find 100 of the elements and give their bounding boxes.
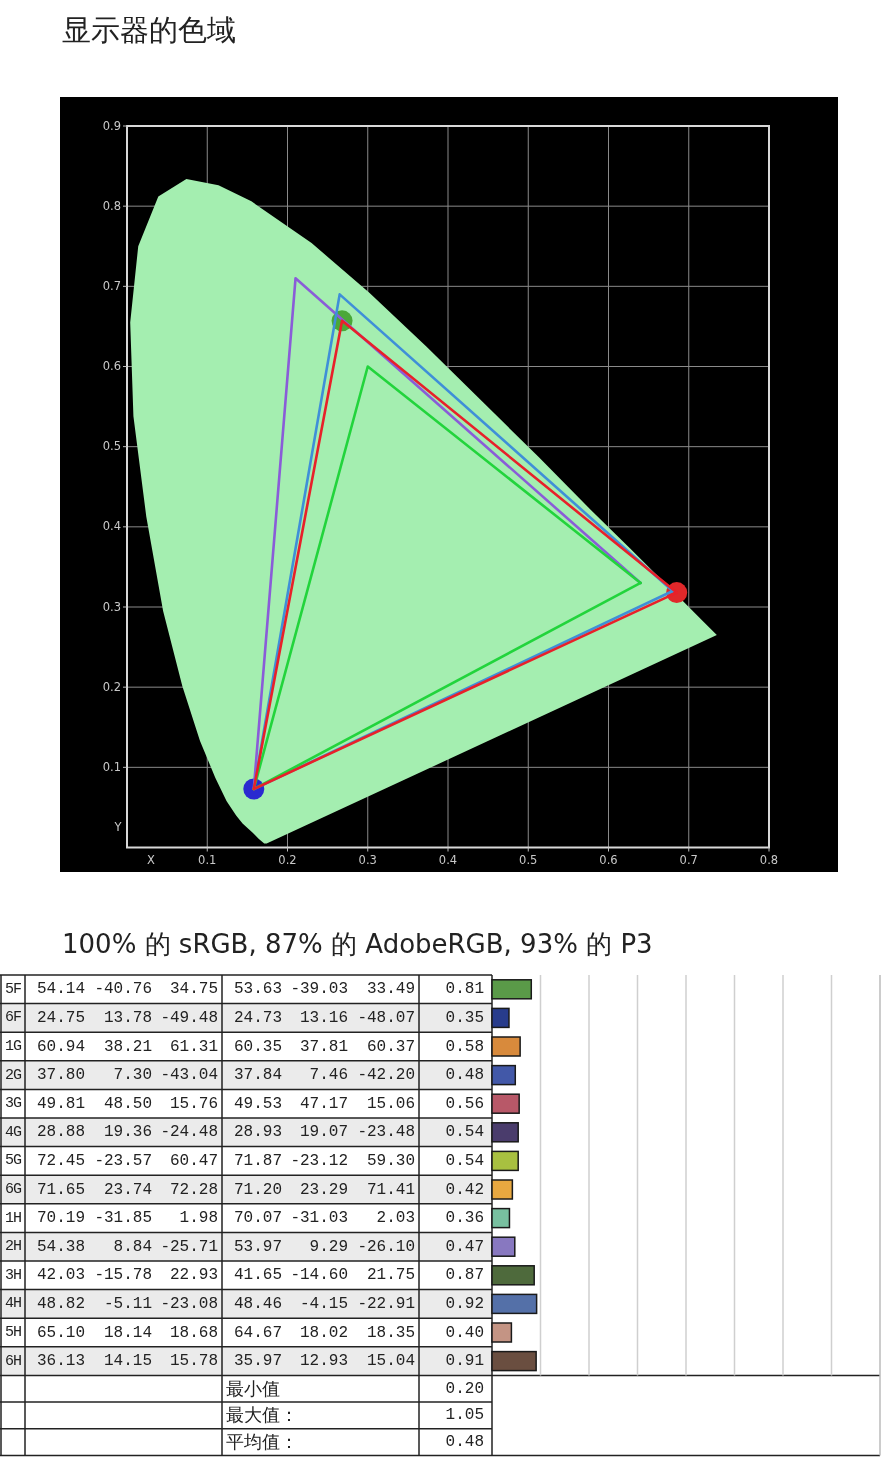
y-tick-label: 1H bbox=[4, 1209, 22, 1227]
y-tick-label: 4G bbox=[4, 1123, 22, 1141]
text: 49.81 bbox=[36, 1094, 85, 1113]
text: -31.03 bbox=[290, 1209, 348, 1228]
text: 72.28 bbox=[169, 1180, 218, 1199]
text: 28.93 bbox=[233, 1123, 282, 1142]
text: 7.30 bbox=[113, 1066, 152, 1085]
y-tick-label: 0.3 bbox=[102, 599, 121, 614]
x-tick-label: 0.1 bbox=[198, 853, 217, 867]
text: -23.48 bbox=[357, 1123, 415, 1142]
data-label: 0.48 bbox=[445, 1066, 484, 1085]
text: 35.97 bbox=[233, 1352, 282, 1371]
y-tick-label: 5F bbox=[4, 980, 22, 998]
y-tick-label: 5G bbox=[4, 1152, 22, 1170]
x-axis-title: X bbox=[147, 853, 156, 867]
text: 71.87 bbox=[233, 1151, 282, 1170]
text: 15.76 bbox=[169, 1094, 218, 1113]
text: 2.03 bbox=[376, 1209, 415, 1228]
y-tick-label: 0.5 bbox=[102, 439, 121, 454]
data-label: 0.42 bbox=[445, 1180, 484, 1199]
text: 48.50 bbox=[103, 1094, 152, 1113]
text: 15.04 bbox=[366, 1352, 415, 1371]
y-tick-label: 0.7 bbox=[102, 278, 121, 293]
text: 71.65 bbox=[36, 1180, 85, 1199]
text: -22.91 bbox=[357, 1294, 415, 1313]
y-tick-label: 2G bbox=[4, 1066, 22, 1084]
data-label: 0.58 bbox=[445, 1037, 484, 1056]
y-tick-label: 0.6 bbox=[102, 359, 121, 373]
text: 13.16 bbox=[299, 1008, 348, 1027]
text: -4.15 bbox=[299, 1294, 348, 1313]
text: 54.14 bbox=[36, 980, 85, 999]
data-label: 0.47 bbox=[445, 1237, 484, 1256]
text: 47.17 bbox=[299, 1094, 348, 1113]
x-tick-label: 0.4 bbox=[438, 853, 458, 867]
text: 100% 的 sRGB, 87% 的 AdobeRGB, 93% 的 P3 bbox=[62, 929, 653, 959]
data-label: 0.36 bbox=[445, 1209, 484, 1228]
y-tick-label: 0.1 bbox=[102, 759, 121, 774]
x-tick-label: 0.3 bbox=[358, 853, 377, 867]
text: 34.75 bbox=[169, 980, 218, 999]
text: 54.38 bbox=[36, 1237, 85, 1256]
text: 15.06 bbox=[366, 1094, 415, 1113]
data-label: 0.91 bbox=[445, 1352, 484, 1371]
text: 8.84 bbox=[113, 1237, 152, 1256]
y-axis-title: Y bbox=[113, 820, 123, 834]
text: 23.29 bbox=[299, 1180, 348, 1199]
text: 60.35 bbox=[233, 1037, 282, 1056]
text: 7.46 bbox=[309, 1066, 348, 1085]
text: 24.73 bbox=[233, 1008, 282, 1027]
y-tick-label: 3G bbox=[4, 1095, 22, 1113]
text: -15.78 bbox=[94, 1266, 152, 1285]
data-label: 0.54 bbox=[445, 1151, 484, 1170]
text: 42.03 bbox=[36, 1266, 85, 1285]
text: 48.46 bbox=[233, 1294, 282, 1313]
text: 0.20 bbox=[445, 1379, 484, 1398]
text: 18.35 bbox=[366, 1323, 415, 1342]
text: 0.48 bbox=[445, 1433, 484, 1452]
text: 平均值： bbox=[226, 1432, 298, 1453]
y-tick-label: 0.8 bbox=[102, 198, 121, 213]
text: -5.11 bbox=[103, 1294, 152, 1313]
text: 37.84 bbox=[233, 1066, 282, 1085]
text: 14.15 bbox=[103, 1352, 152, 1371]
text: 71.41 bbox=[366, 1180, 415, 1199]
y-tick-label: 6G bbox=[4, 1181, 22, 1198]
data-label: 0.54 bbox=[445, 1123, 484, 1142]
text: 最大值： bbox=[226, 1405, 298, 1426]
text: 72.45 bbox=[36, 1151, 85, 1170]
text: 18.02 bbox=[299, 1323, 348, 1342]
text: -26.10 bbox=[357, 1237, 415, 1256]
data-label: 0.87 bbox=[445, 1266, 484, 1285]
x-tick-label: 0.7 bbox=[679, 853, 698, 867]
text: 53.63 bbox=[233, 980, 282, 999]
text: -14.60 bbox=[290, 1266, 348, 1285]
text: -23.57 bbox=[94, 1151, 152, 1170]
text: 59.30 bbox=[366, 1151, 415, 1170]
text: 53.97 bbox=[233, 1237, 282, 1256]
text: 37.81 bbox=[299, 1037, 348, 1056]
text: 70.07 bbox=[233, 1209, 282, 1228]
data-label: 0.35 bbox=[445, 1008, 484, 1027]
text: 1.98 bbox=[179, 1209, 218, 1228]
y-tick-label: 2H bbox=[4, 1238, 22, 1256]
text: -31.85 bbox=[94, 1209, 152, 1228]
text: 70.19 bbox=[36, 1209, 85, 1228]
text: -42.20 bbox=[357, 1066, 415, 1085]
text: 60.47 bbox=[169, 1151, 218, 1170]
text: 61.31 bbox=[169, 1037, 218, 1056]
text: 60.94 bbox=[36, 1037, 85, 1056]
y-tick-label: 3H bbox=[4, 1266, 22, 1284]
text: -23.08 bbox=[160, 1294, 218, 1313]
y-tick-label: 0.4 bbox=[102, 519, 121, 534]
data-label: 0.81 bbox=[445, 980, 484, 999]
text: 48.82 bbox=[36, 1294, 85, 1313]
text: 28.88 bbox=[36, 1123, 85, 1142]
text: 37.80 bbox=[36, 1066, 85, 1085]
text: 23.74 bbox=[103, 1180, 152, 1199]
data-label: 0.92 bbox=[445, 1294, 484, 1313]
text: 19.07 bbox=[299, 1123, 348, 1142]
x-tick-label: 0.2 bbox=[278, 853, 297, 867]
text: 36.13 bbox=[36, 1352, 85, 1371]
y-tick-label: 6H bbox=[4, 1352, 22, 1370]
text: 21.75 bbox=[366, 1266, 415, 1285]
